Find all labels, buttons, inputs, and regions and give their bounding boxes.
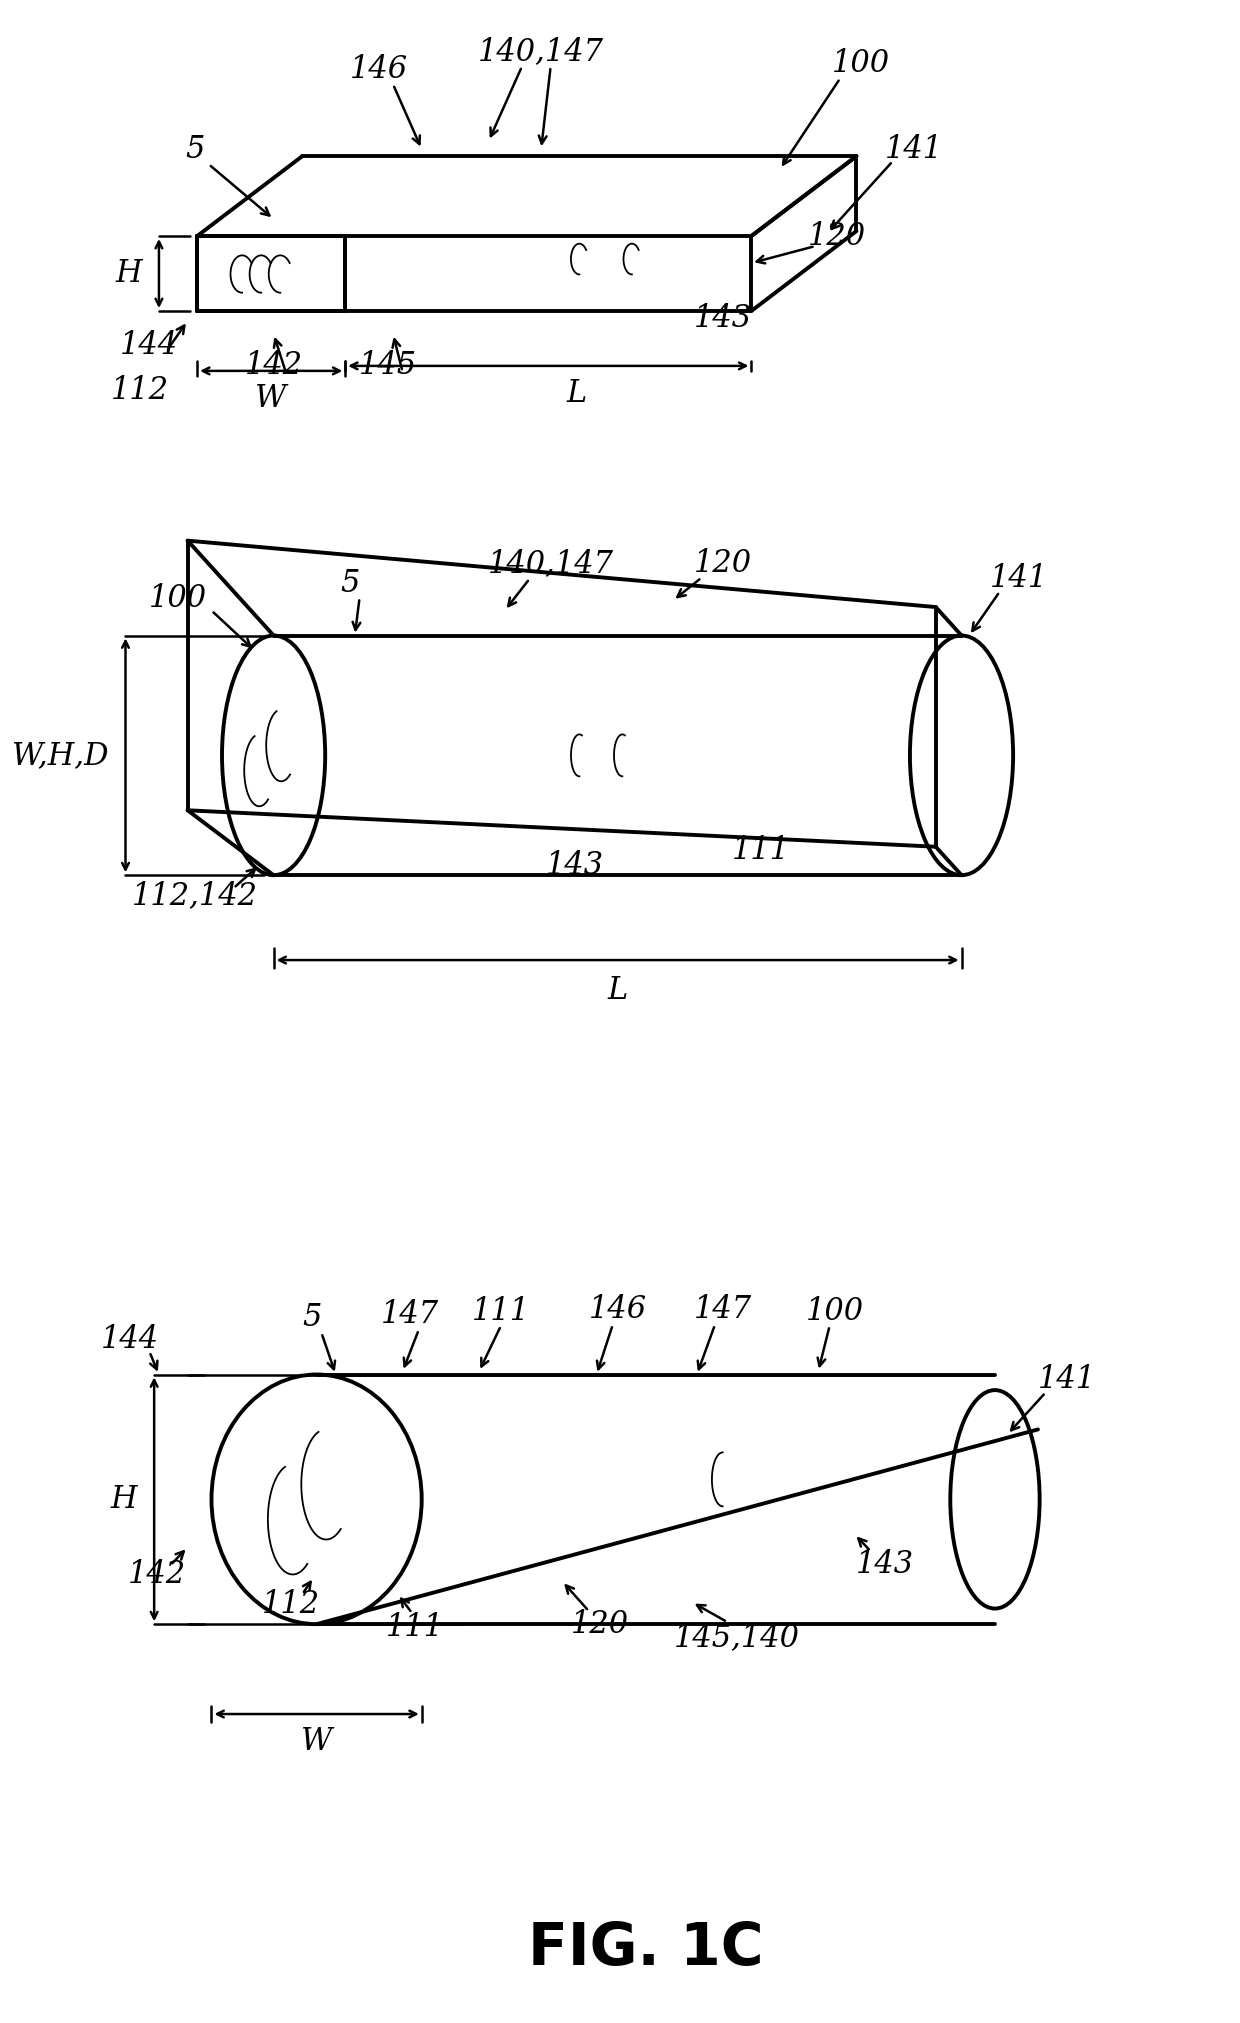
Text: 111: 111 — [732, 835, 790, 866]
Text: 112,142: 112,142 — [133, 880, 258, 910]
Text: 147: 147 — [381, 1299, 439, 1329]
Text: 5: 5 — [340, 568, 360, 599]
Text: 112: 112 — [262, 1588, 320, 1620]
Text: 111: 111 — [472, 1297, 529, 1327]
Text: 142: 142 — [244, 350, 303, 382]
Text: H: H — [115, 257, 141, 289]
Text: W: W — [255, 382, 286, 415]
Text: W,H,D: W,H,D — [11, 740, 108, 771]
Text: 142: 142 — [128, 1560, 186, 1590]
Text: 145,140: 145,140 — [675, 1622, 800, 1653]
Text: 120: 120 — [808, 221, 867, 251]
Text: 141: 141 — [884, 134, 942, 164]
Text: FIG. 1C: FIG. 1C — [528, 1920, 764, 1976]
Text: 100: 100 — [149, 583, 207, 615]
Text: 144: 144 — [120, 330, 179, 362]
Text: 5: 5 — [303, 1303, 321, 1333]
Text: 120: 120 — [572, 1608, 630, 1641]
Text: 5: 5 — [186, 134, 205, 164]
Text: 146: 146 — [589, 1295, 646, 1325]
Text: 100: 100 — [806, 1297, 864, 1327]
Text: 147: 147 — [693, 1295, 751, 1325]
Text: 143: 143 — [693, 303, 751, 334]
Text: 112: 112 — [110, 376, 169, 407]
Text: 140,147: 140,147 — [487, 548, 614, 579]
Text: 143: 143 — [856, 1550, 914, 1580]
Text: 100: 100 — [832, 49, 890, 79]
Text: W: W — [301, 1726, 332, 1758]
Text: H: H — [110, 1483, 136, 1515]
Text: 111: 111 — [386, 1612, 444, 1643]
Text: 120: 120 — [693, 548, 751, 579]
Text: L: L — [567, 378, 587, 409]
Text: L: L — [608, 975, 627, 1005]
Text: 143: 143 — [546, 850, 604, 880]
Text: 144: 144 — [102, 1323, 159, 1355]
Text: 146: 146 — [350, 55, 408, 85]
Text: 140,147: 140,147 — [479, 36, 604, 67]
Text: 141: 141 — [990, 562, 1048, 595]
Text: 145: 145 — [360, 350, 418, 382]
Text: 141: 141 — [1038, 1364, 1096, 1396]
